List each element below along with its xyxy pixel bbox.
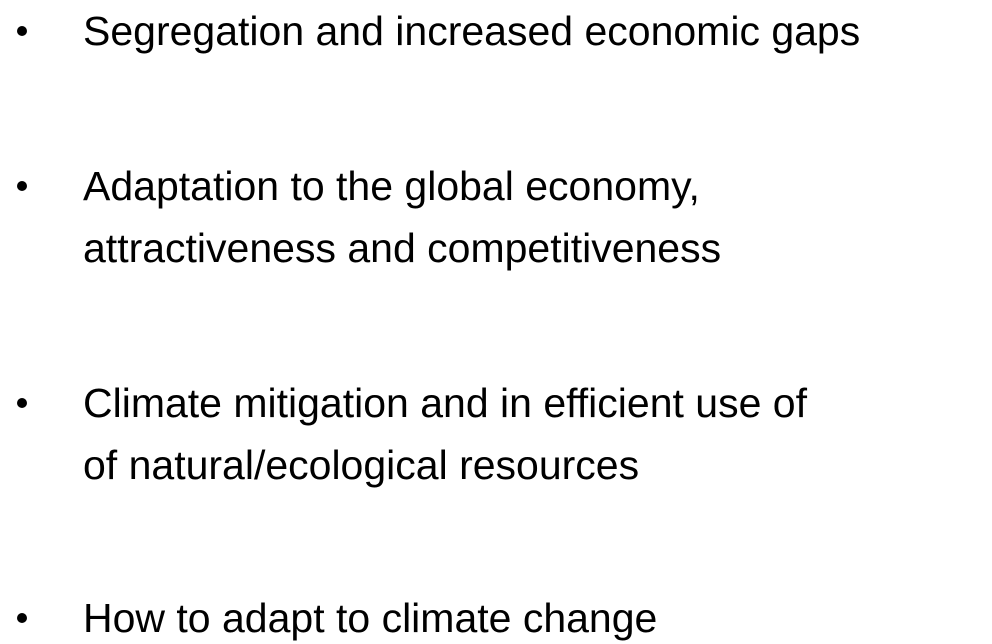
bullet-text: attractiveness and competitiveness xyxy=(83,225,721,271)
bullet-text: Segregation and increased economic gaps xyxy=(83,8,860,54)
bullet-dot xyxy=(17,613,27,623)
bullet-dot xyxy=(17,398,27,408)
bullet-text: of natural/ecological resources xyxy=(83,442,639,488)
bullet-dot xyxy=(17,26,27,36)
bullet-text: How to adapt to climate change xyxy=(83,595,657,641)
bullet-text: Adaptation to the global economy, xyxy=(83,163,700,209)
bullet-text: Climate mitigation and in efficient use … xyxy=(83,380,808,426)
bullet-dot xyxy=(17,181,27,191)
